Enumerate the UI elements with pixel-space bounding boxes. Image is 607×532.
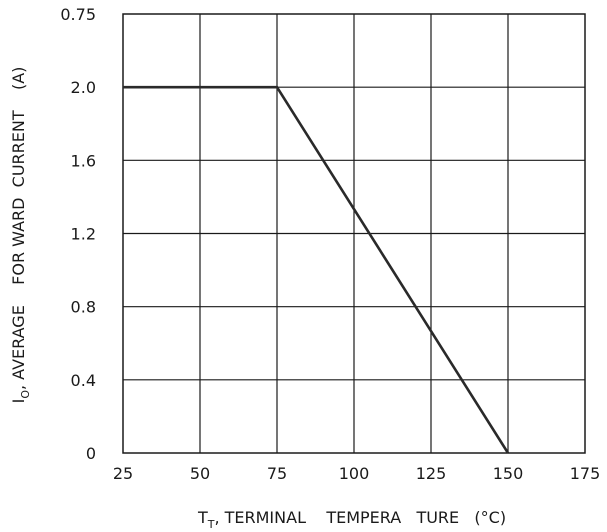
y-tick-label: 1.6 <box>71 151 96 170</box>
y-axis-label: IO, AVERAGE FOR WARD CURRENT (A) <box>9 67 32 404</box>
x-tick-label: 75 <box>267 464 287 483</box>
plot-frame <box>122 13 586 454</box>
y-tick-label: 0.4 <box>71 371 96 390</box>
x-tick-label: 125 <box>416 464 447 483</box>
x-tick-label: 150 <box>493 464 524 483</box>
series-line <box>123 85 510 454</box>
x-axis-label: TT, TERMINAL TEMPERA TURE (°C) <box>197 508 506 531</box>
y-tick-label: 0.8 <box>71 298 96 317</box>
x-tick-label: 100 <box>339 464 370 483</box>
x-tick-label: 25 <box>113 464 133 483</box>
y-tick-label: 2.0 <box>71 78 96 97</box>
series-layer <box>123 85 510 454</box>
y-axis-subscript: O <box>19 390 32 399</box>
x-axis-subscript: T <box>207 518 215 531</box>
tick-labels: 25 50 75 100 125 150 175 0 0.4 0.8 1.2 1.6 2.0 0.75 <box>60 5 600 483</box>
y-tick-label: 0 <box>86 444 96 463</box>
x-tick-label: 50 <box>190 464 210 483</box>
y-axis-text: , AVERAGE FOR WARD CURRENT (A) <box>9 67 28 390</box>
grid <box>123 14 585 453</box>
x-tick-label: 175 <box>570 464 601 483</box>
y-tick-label: 0.75 <box>60 5 96 24</box>
x-axis-symbol: T <box>197 508 208 527</box>
x-axis-text: , TERMINAL TEMPERA TURE (°C) <box>214 508 506 527</box>
y-axis-symbol: I <box>9 399 28 404</box>
y-tick-label: 1.2 <box>71 225 96 244</box>
